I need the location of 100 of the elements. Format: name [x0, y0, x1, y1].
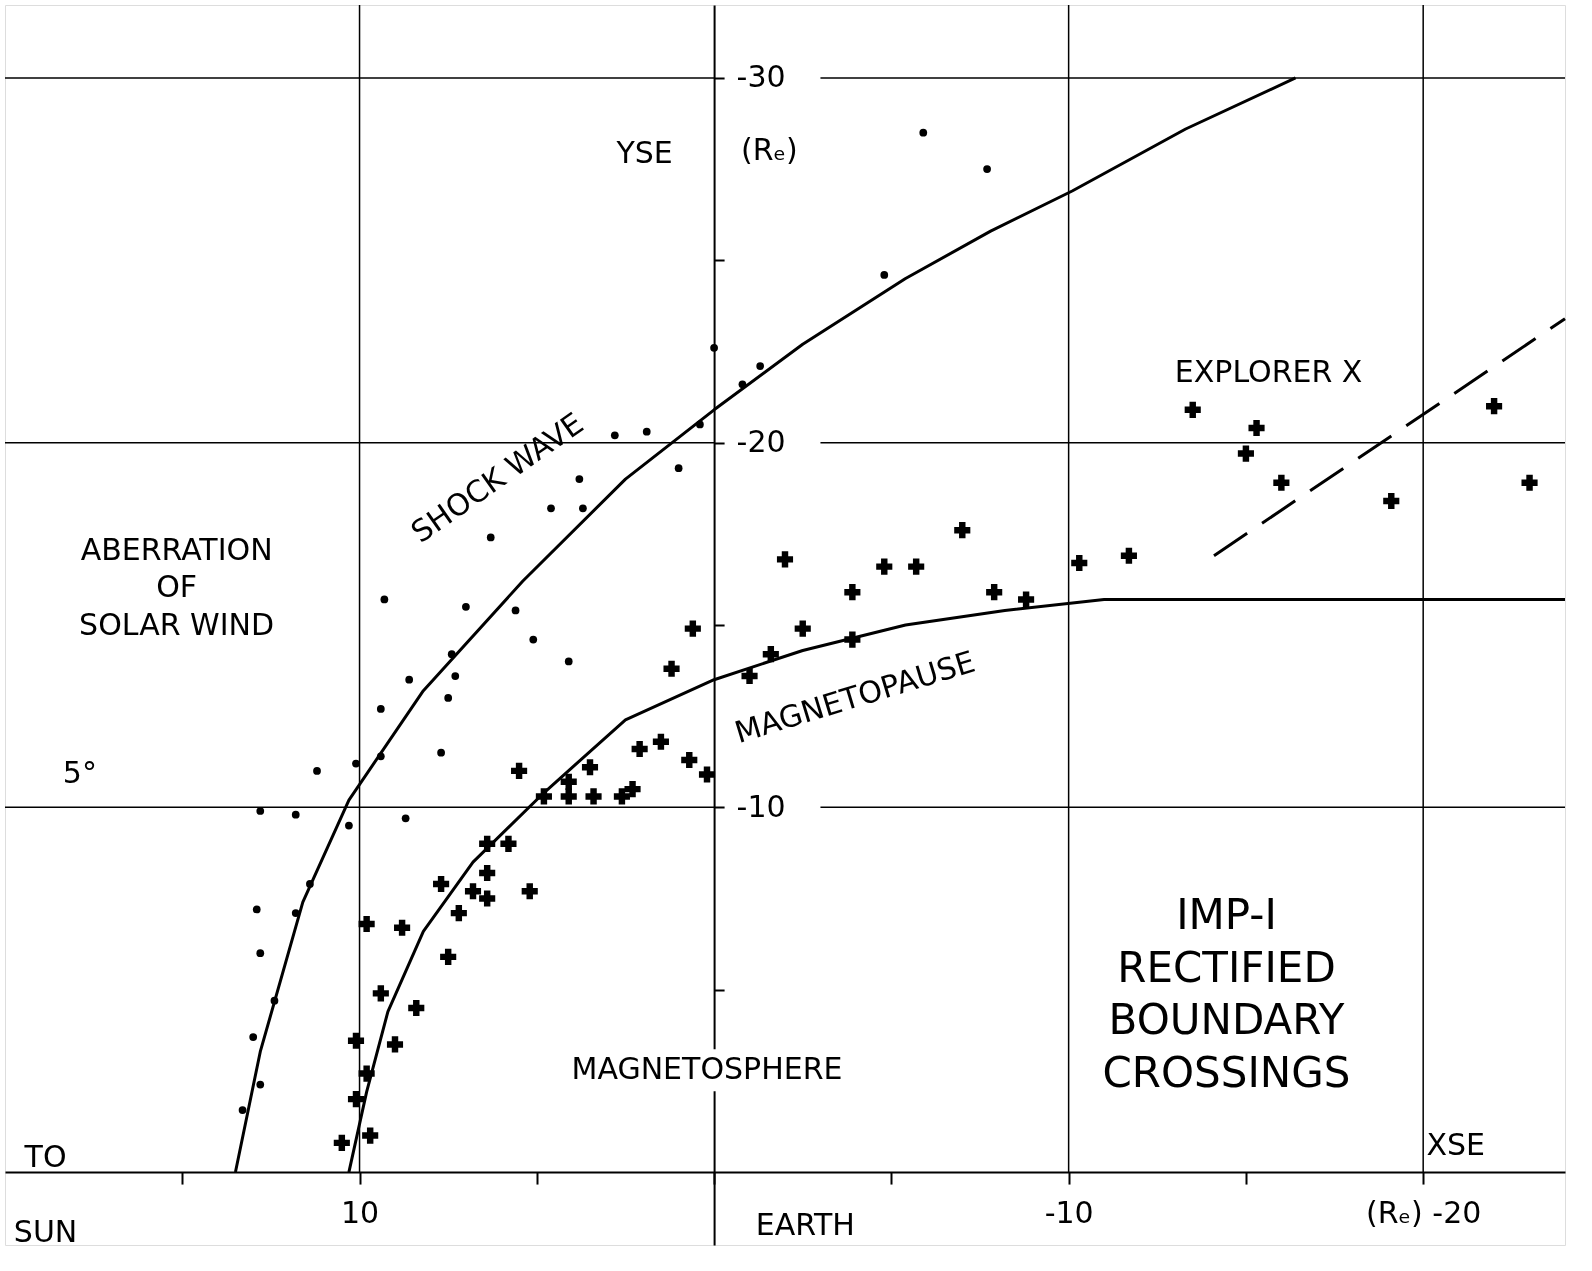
point [372, 985, 389, 1002]
point [954, 522, 971, 539]
point [386, 1036, 404, 1053]
y-tick-label: -20 [736, 424, 786, 460]
point [624, 781, 641, 798]
annotation: (Rₑ) [741, 132, 798, 168]
point [256, 1080, 265, 1089]
point [1071, 554, 1088, 572]
x-tick-label: (Rₑ) -20 [1366, 1194, 1482, 1230]
point [291, 810, 300, 819]
point [500, 835, 517, 852]
point [437, 748, 445, 757]
point [464, 883, 482, 900]
point [756, 362, 765, 370]
point [581, 759, 599, 776]
point [684, 620, 701, 637]
point [698, 766, 716, 783]
annotation: EARTH [755, 1207, 855, 1243]
point [444, 694, 453, 702]
point [401, 814, 410, 823]
point [313, 767, 321, 775]
point [613, 788, 630, 805]
point [776, 551, 794, 568]
point [1486, 398, 1503, 415]
point [631, 740, 648, 758]
point [1018, 591, 1035, 608]
point [376, 705, 385, 713]
point [1383, 492, 1400, 510]
point [1248, 420, 1265, 437]
y-tick-label: -10 [736, 788, 786, 824]
point [408, 999, 425, 1016]
point [880, 271, 889, 279]
point [479, 835, 496, 852]
point [529, 635, 538, 644]
point [908, 558, 925, 575]
point [333, 1134, 350, 1151]
point [256, 949, 265, 958]
y-axis-title: YSE [615, 134, 673, 170]
point [291, 909, 300, 917]
point [610, 431, 619, 440]
point [347, 1032, 365, 1049]
point [451, 672, 460, 680]
point [674, 464, 683, 473]
point [585, 788, 602, 805]
point [844, 584, 861, 601]
point [710, 343, 718, 352]
point [844, 631, 861, 648]
point [479, 890, 496, 907]
point [450, 905, 467, 922]
annotation: IMP-I RECTIFIED BOUNDARY CROSSINGS [1102, 890, 1351, 1097]
point [738, 380, 747, 389]
point [358, 916, 375, 933]
point [663, 660, 680, 677]
y-tick-label: -30 [736, 59, 786, 95]
point [256, 807, 265, 815]
point [652, 733, 669, 750]
point [579, 504, 587, 513]
annotation: ABERRATION OF SOLAR WIND [79, 531, 275, 642]
point [433, 875, 450, 892]
point [1184, 401, 1201, 418]
point [564, 657, 573, 666]
point [270, 996, 279, 1005]
point [521, 883, 538, 900]
point [535, 788, 552, 805]
point [919, 128, 928, 137]
point [352, 759, 360, 768]
point [983, 165, 991, 173]
annotation: MAGNETOSPHERE [571, 1051, 843, 1087]
point [1237, 445, 1254, 462]
point [547, 504, 555, 513]
point [575, 475, 584, 483]
point [238, 1106, 247, 1114]
point [380, 595, 389, 604]
point [511, 762, 528, 779]
point [358, 1065, 375, 1082]
annotation: EXPLORER Ⅹ [1174, 354, 1363, 390]
point [376, 752, 385, 761]
point [479, 864, 496, 882]
point [560, 788, 577, 805]
x-tick-label: 10 [340, 1194, 380, 1230]
point [511, 606, 520, 615]
point [306, 880, 314, 888]
point [1521, 474, 1538, 491]
point [345, 821, 353, 830]
point [362, 1127, 379, 1144]
point [681, 751, 698, 768]
point [986, 584, 1003, 601]
text: TO SUN [13, 1139, 78, 1250]
point [462, 602, 470, 611]
point [794, 620, 811, 637]
point [696, 420, 704, 429]
annotation: 5° [62, 754, 97, 790]
point [447, 650, 456, 659]
point [876, 558, 893, 575]
point [440, 948, 457, 965]
point [249, 1033, 258, 1041]
point [405, 675, 414, 684]
point [1273, 474, 1290, 491]
point [1120, 547, 1137, 564]
point [394, 919, 411, 936]
